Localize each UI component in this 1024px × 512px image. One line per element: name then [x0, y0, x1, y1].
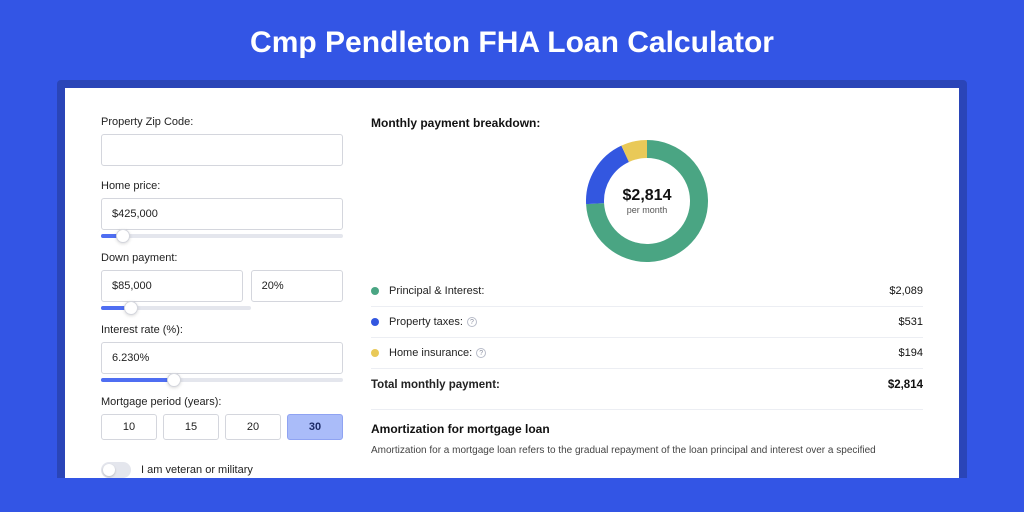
- home-price-input[interactable]: [101, 198, 343, 230]
- period-btn-10[interactable]: 10: [101, 414, 157, 440]
- legend-label: Principal & Interest:: [389, 285, 889, 297]
- legend-row: Principal & Interest:$2,089: [371, 276, 923, 307]
- home-price-slider-thumb[interactable]: [116, 229, 130, 243]
- donut-amount: $2,814: [623, 187, 672, 205]
- amortization-text: Amortization for a mortgage loan refers …: [371, 444, 923, 458]
- legend-dot: [371, 349, 379, 357]
- payment-donut-chart: $2,814 per month: [586, 140, 708, 262]
- total-row: Total monthly payment: $2,814: [371, 368, 923, 403]
- down-payment-label: Down payment:: [101, 252, 343, 264]
- calculator-card: Property Zip Code: Home price: Down paym…: [65, 88, 959, 478]
- zip-input[interactable]: [101, 134, 343, 166]
- interest-rate-slider[interactable]: [101, 378, 343, 382]
- period-btn-15[interactable]: 15: [163, 414, 219, 440]
- legend-label: Property taxes: ?: [389, 316, 899, 328]
- period-btn-30[interactable]: 30: [287, 414, 343, 440]
- veteran-label: I am veteran or military: [141, 464, 253, 476]
- home-price-label: Home price:: [101, 180, 343, 192]
- legend-value: $2,089: [889, 285, 923, 297]
- period-btn-20[interactable]: 20: [225, 414, 281, 440]
- home-price-slider[interactable]: [101, 234, 343, 238]
- down-payment-pct-input[interactable]: [251, 270, 343, 302]
- legend-dot: [371, 287, 379, 295]
- interest-rate-input[interactable]: [101, 342, 343, 374]
- legend-label: Home insurance: ?: [389, 347, 899, 359]
- amortization-title: Amortization for mortgage loan: [371, 422, 923, 436]
- period-buttons: 10152030: [101, 414, 343, 440]
- breakdown-column: Monthly payment breakdown: $2,814 per mo…: [371, 116, 923, 478]
- total-label: Total monthly payment:: [371, 379, 888, 391]
- info-icon[interactable]: ?: [476, 348, 486, 358]
- down-payment-slider[interactable]: [101, 306, 251, 310]
- form-column: Property Zip Code: Home price: Down paym…: [101, 116, 343, 478]
- down-payment-input[interactable]: [101, 270, 243, 302]
- total-value: $2,814: [888, 379, 923, 391]
- donut-sub: per month: [627, 205, 668, 215]
- page-title: Cmp Pendleton FHA Loan Calculator: [0, 0, 1024, 80]
- card-shadow: Property Zip Code: Home price: Down paym…: [57, 80, 967, 478]
- legend-row: Property taxes: ?$531: [371, 307, 923, 338]
- veteran-toggle[interactable]: [101, 462, 131, 478]
- interest-rate-slider-thumb[interactable]: [167, 373, 181, 387]
- legend-value: $531: [899, 316, 923, 328]
- amortization-box: Amortization for mortgage loan Amortizat…: [371, 409, 923, 458]
- zip-label: Property Zip Code:: [101, 116, 343, 128]
- interest-rate-label: Interest rate (%):: [101, 324, 343, 336]
- period-label: Mortgage period (years):: [101, 396, 343, 408]
- veteran-toggle-thumb: [103, 464, 115, 476]
- legend-row: Home insurance: ?$194: [371, 338, 923, 368]
- info-icon[interactable]: ?: [467, 317, 477, 327]
- legend-value: $194: [899, 347, 923, 359]
- legend-dot: [371, 318, 379, 326]
- breakdown-title: Monthly payment breakdown:: [371, 116, 923, 130]
- down-payment-slider-thumb[interactable]: [124, 301, 138, 315]
